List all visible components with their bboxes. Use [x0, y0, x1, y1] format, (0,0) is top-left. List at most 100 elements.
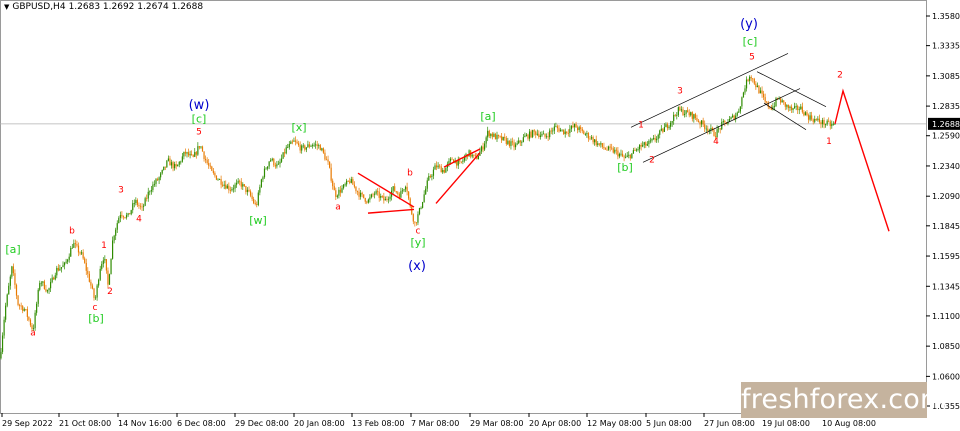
candle-body [96, 285, 98, 298]
candle-body [555, 126, 557, 128]
candle [321, 147, 323, 152]
candle [282, 152, 284, 160]
candle-body [53, 277, 55, 280]
candle [305, 147, 307, 153]
candle-body [105, 259, 107, 271]
wave-label-red-0: a [30, 328, 36, 338]
candle-body [536, 133, 538, 135]
candle [665, 122, 667, 128]
candle-body [648, 140, 650, 145]
candle-body [716, 129, 718, 138]
time-tick-label-4: 29 Dec 08:00 [235, 419, 289, 428]
candle-body [288, 143, 290, 148]
candle [608, 145, 610, 151]
candle-body [291, 141, 293, 143]
candle-body [380, 196, 382, 198]
candle [457, 156, 459, 170]
candle-body [656, 138, 658, 141]
candle-body [339, 189, 342, 193]
candle [296, 139, 298, 145]
candle-body [338, 189, 340, 196]
candle-body [12, 266, 14, 274]
candle-body [175, 164, 177, 167]
candle-body [161, 170, 163, 174]
candle-body [744, 88, 746, 93]
candle-body [139, 205, 142, 207]
candle-body [146, 198, 148, 200]
candle-body [528, 131, 531, 139]
candle-body [803, 112, 805, 116]
candle [578, 125, 580, 133]
candle [597, 141, 599, 147]
candle [17, 294, 19, 307]
candle-body [110, 258, 112, 275]
candle [245, 185, 247, 195]
candle-body [65, 261, 67, 263]
candle [572, 121, 574, 129]
candle-body [524, 135, 526, 138]
price-tick-label-10: 1.1100 [932, 312, 960, 321]
candle [659, 129, 661, 139]
candle-body [640, 144, 642, 147]
wave-label-red-1: c [93, 303, 98, 313]
candle-body [435, 165, 438, 168]
candle-body [578, 127, 580, 131]
candle-body [79, 252, 81, 254]
candle [243, 183, 245, 187]
candle-body [502, 136, 504, 141]
candle [23, 307, 25, 312]
candle [781, 98, 783, 103]
candle [485, 135, 487, 148]
candle-body [181, 156, 183, 162]
candle-body [494, 133, 497, 140]
candle-body [400, 191, 402, 198]
candle-body [631, 153, 633, 159]
candle [401, 187, 404, 194]
candle [561, 129, 563, 132]
candle-body [280, 158, 283, 162]
candle [831, 120, 833, 129]
candle-body [381, 196, 383, 197]
candle [389, 192, 391, 202]
candle [803, 110, 805, 117]
candle-body [375, 191, 377, 194]
candle-body [352, 179, 354, 185]
candle [329, 161, 331, 169]
candle [298, 140, 300, 147]
candle [451, 157, 453, 160]
candle [589, 136, 591, 141]
candle-body [274, 165, 276, 167]
candle [206, 157, 208, 165]
candle-body [719, 128, 721, 130]
candle [657, 133, 659, 143]
candle [353, 181, 355, 189]
candle-body [200, 146, 202, 148]
candle [372, 192, 374, 198]
candle [690, 111, 692, 117]
candle [386, 195, 388, 202]
candle-body [290, 141, 292, 144]
candle-body [82, 252, 84, 259]
candle-body [305, 147, 307, 150]
forecast-projection-line [834, 88, 890, 232]
candle-body [635, 149, 638, 151]
candle-body [567, 132, 569, 134]
candle [130, 209, 132, 216]
candle [181, 152, 183, 163]
candle [590, 135, 593, 140]
candle-body [180, 161, 182, 163]
candle-body [325, 159, 328, 161]
candle [118, 216, 120, 224]
candle [626, 151, 628, 158]
dropdown-triangle-icon[interactable]: ▼ [4, 3, 10, 11]
candle-body [307, 144, 309, 148]
candle [825, 123, 827, 128]
candle [682, 106, 684, 116]
candle [818, 114, 820, 124]
candle-body [74, 243, 76, 245]
candle-body [347, 180, 349, 182]
candle-body [386, 199, 388, 200]
candle [110, 258, 112, 275]
candle [519, 139, 521, 146]
